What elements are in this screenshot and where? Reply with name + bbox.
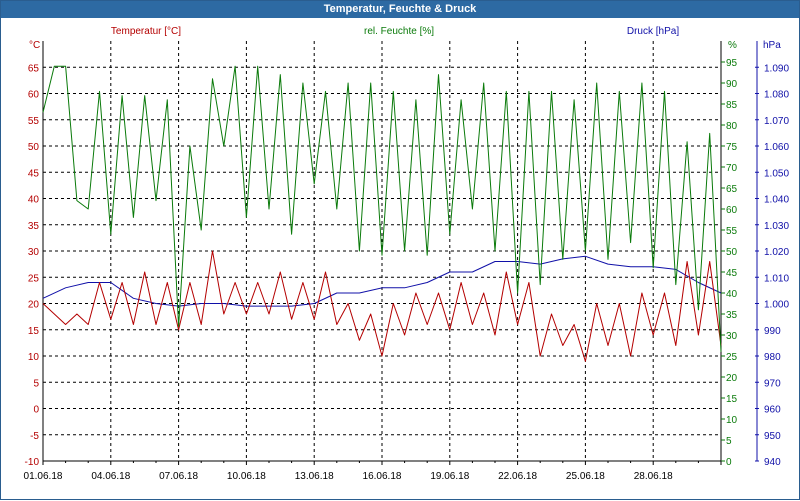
tick-label-humidity: 20 (726, 373, 738, 384)
tick-label-humidity: 45 (726, 268, 738, 279)
tick-label-pressure: 990 (764, 326, 781, 337)
axis-unit-humidity: % (728, 40, 737, 51)
tick-label-pressure: 980 (764, 352, 781, 363)
tick-label-x: 10.06.18 (227, 471, 266, 482)
tick-label-x: 28.06.18 (634, 471, 673, 482)
tick-label-x: 25.06.18 (566, 471, 605, 482)
tick-label-x: 07.06.18 (159, 471, 198, 482)
tick-label-temperature: 50 (28, 142, 40, 153)
series-line-temperature (42, 250, 722, 362)
tick-label-pressure: 1.010 (764, 273, 789, 284)
tick-label-x: 04.06.18 (91, 471, 130, 482)
tick-label-temperature: 15 (28, 326, 40, 337)
tick-label-pressure: 1.040 (764, 195, 789, 206)
tick-label-humidity: 10 (726, 415, 738, 426)
tick-label-humidity: 50 (726, 247, 738, 258)
tick-label-temperature: 5 (33, 378, 39, 389)
tick-label-pressure: 1.000 (764, 300, 789, 311)
tick-label-humidity: 15 (726, 394, 738, 405)
tick-label-humidity: 75 (726, 142, 738, 153)
tick-label-temperature: 65 (28, 63, 40, 74)
tick-label-x: 13.06.18 (295, 471, 334, 482)
tick-label-humidity: 40 (726, 289, 738, 300)
tick-label-humidity: 85 (726, 100, 738, 111)
tick-label-humidity: 30 (726, 331, 738, 342)
tick-label-temperature: 30 (28, 247, 40, 258)
tick-label-temperature: -5 (30, 431, 39, 442)
tick-label-x: 01.06.18 (24, 471, 63, 482)
tick-label-pressure: 1.020 (764, 247, 789, 258)
tick-label-pressure: 970 (764, 378, 781, 389)
tick-label-temperature: 20 (28, 300, 40, 311)
tick-label-humidity: 60 (726, 205, 738, 216)
tick-label-pressure: 1.070 (764, 116, 789, 127)
tick-label-humidity: 80 (726, 121, 738, 132)
tick-label-temperature: 0 (33, 405, 39, 416)
legend-humidity: rel. Feuchte [%] (364, 26, 434, 37)
tick-label-humidity: 70 (726, 163, 738, 174)
tick-label-temperature: 35 (28, 221, 40, 232)
tick-label-humidity: 35 (726, 310, 738, 321)
window-title: Temperatur, Feuchte & Druck (1, 1, 799, 18)
tick-label-humidity: 0 (726, 457, 732, 468)
tick-label-pressure: 1.030 (764, 221, 789, 232)
tick-label-temperature: -10 (25, 457, 40, 468)
series-line-pressure (42, 255, 722, 307)
tick-label-humidity: 25 (726, 352, 738, 363)
tick-label-humidity: 55 (726, 226, 738, 237)
tick-label-temperature: 40 (28, 195, 40, 206)
tick-label-humidity: 95 (726, 58, 738, 69)
tick-label-pressure: 960 (764, 405, 781, 416)
axis-unit-left: °C (29, 40, 40, 51)
legend-temperature: Temperatur [°C] (111, 26, 181, 37)
tick-label-temperature: 25 (28, 273, 40, 284)
tick-label-pressure: 1.080 (764, 90, 789, 101)
tick-label-humidity: 5 (726, 436, 732, 447)
tick-label-humidity: 90 (726, 79, 738, 90)
tick-label-x: 22.06.18 (498, 471, 537, 482)
tick-label-x: 16.06.18 (363, 471, 402, 482)
tick-label-temperature: 10 (28, 352, 40, 363)
tick-label-pressure: 1.050 (764, 168, 789, 179)
tick-label-temperature: 60 (28, 90, 40, 101)
tick-label-temperature: 55 (28, 116, 40, 127)
tick-label-pressure: 950 (764, 431, 781, 442)
tick-label-pressure: 1.090 (764, 63, 789, 74)
axis-unit-pressure: hPa (763, 40, 781, 51)
tick-label-pressure: 1.060 (764, 142, 789, 153)
tick-label-temperature: 45 (28, 168, 40, 179)
series-line-humidity (42, 65, 722, 352)
tick-label-x: 19.06.18 (430, 471, 469, 482)
tick-label-humidity: 65 (726, 184, 738, 195)
tick-label-pressure: 940 (764, 457, 781, 468)
legend-pressure: Druck [hPa] (627, 26, 679, 37)
